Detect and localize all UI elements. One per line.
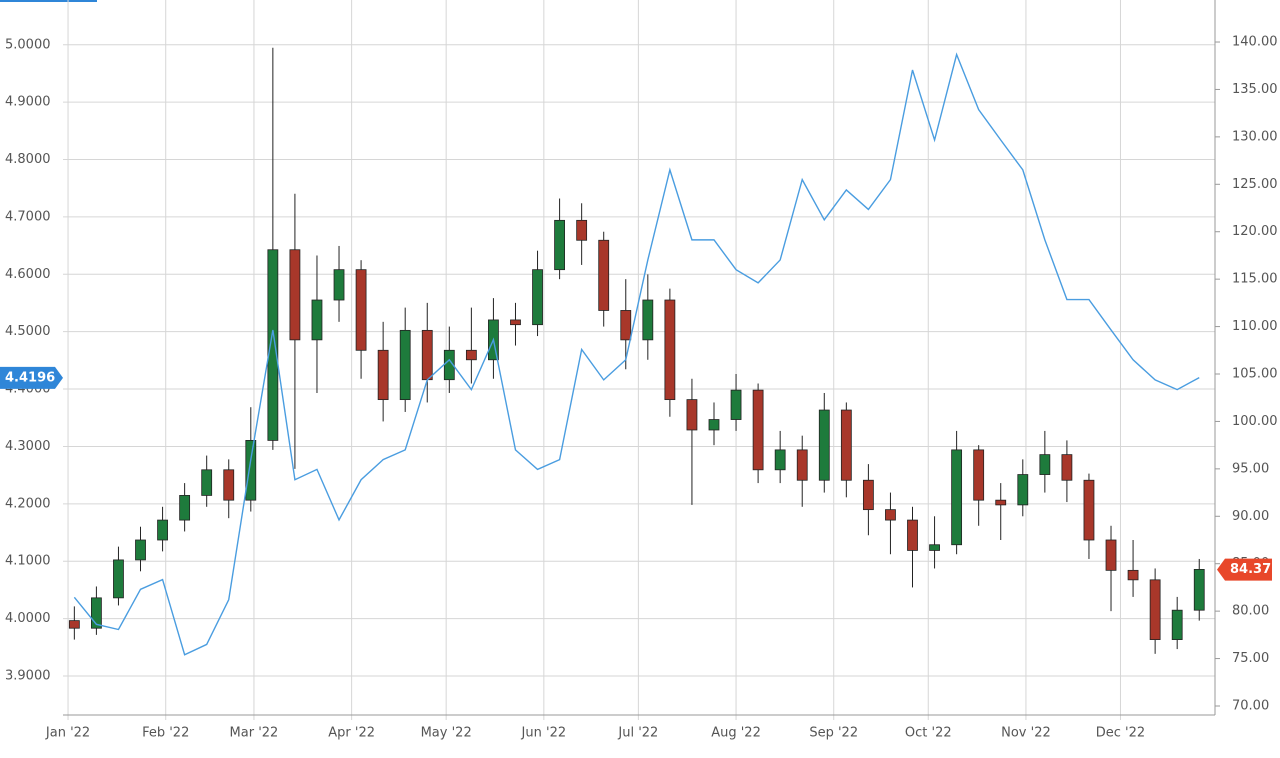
candle-body [465,349,477,361]
candle-body [576,219,588,241]
x-tick-label: Apr '22 [328,726,375,741]
candle-body [840,409,852,481]
candle-body [973,449,985,501]
candle-body [311,299,323,341]
candle-body [862,479,874,511]
candle-body [598,239,610,311]
x-tick-label: Sep '22 [809,726,858,741]
y-tick-label: 4.1000 [5,554,51,569]
top-accent [0,0,97,2]
x-tick-label: Feb '22 [142,726,189,741]
y2-tick-label: 100.00 [1232,414,1278,429]
candle-body [730,389,742,420]
candle-body [532,269,543,326]
labels: 3.90004.00004.10004.20004.30004.40004.50… [0,35,1278,741]
y-tick-label: 4.6000 [5,267,51,282]
y-tick-label: 4.0000 [5,611,51,626]
y2-tick-label: 110.00 [1232,319,1278,334]
y-tick-label: 4.3000 [5,439,51,454]
candle-body [774,449,786,471]
candle-body [1083,479,1095,541]
candle-body [421,329,433,381]
y2-tick-label: 70.00 [1232,698,1269,713]
candle-body [1193,569,1205,611]
candle-body [752,389,764,471]
candle-body [1039,454,1051,475]
y2-tick-label: 80.00 [1232,604,1269,619]
candle-body [951,449,963,546]
y2-tick-label: 130.00 [1232,129,1278,144]
candle-body [796,449,808,481]
y2-tick-label: 75.00 [1232,651,1269,666]
last-value-tag [0,366,63,389]
candle-body [1105,539,1117,571]
y2-tick-label: 105.00 [1232,367,1278,382]
candle-body [157,519,168,541]
last-value-tag [1217,558,1272,581]
candle-body [68,620,80,629]
candle-body [510,319,521,326]
y-tick-label: 4.2000 [5,496,51,511]
candle-body [135,539,146,561]
y2-tick-label: 140.00 [1232,35,1278,50]
candle-body [1017,474,1029,506]
last-value-label: 84.37 [1230,562,1271,577]
candle-body [554,219,565,271]
y2-tick-label: 95.00 [1232,461,1269,476]
x-tick-label: Nov '22 [1001,726,1051,741]
x-tick-label: Mar '22 [230,726,279,741]
candle-body [620,310,632,341]
candle-body [1149,579,1161,640]
y-tick-label: 3.9000 [5,668,51,683]
price-line [73,52,1200,656]
candle-body [907,519,918,551]
candle-body [91,597,102,629]
candle-body [929,544,940,551]
y-tick-label: 4.5000 [5,324,51,339]
y2-tick-label: 125.00 [1232,177,1278,192]
candle-body [708,419,720,431]
x-tick-label: Jun '22 [521,726,567,741]
x-tick-label: May '22 [421,726,472,741]
candle-body [1061,454,1073,481]
x-tick-label: Aug '22 [711,726,761,741]
candle-body [885,509,896,521]
candle-body [642,299,654,341]
candle-body [333,269,345,301]
candle-body [664,299,676,401]
candle-body [1127,569,1139,581]
y-tick-label: 5.0000 [5,37,51,52]
y2-tick-label: 90.00 [1232,509,1269,524]
x-tick-label: Jan '22 [45,726,90,741]
candle-body [245,440,257,501]
candle-body [289,249,301,341]
grid [63,0,1220,720]
candle-body [179,495,191,521]
candle-body [399,329,411,401]
candle-body [995,499,1007,506]
candle-body [223,469,235,501]
last-value-label: 4.4196 [5,370,55,385]
marks [68,47,1205,656]
x-tick-label: Oct '22 [905,726,952,741]
candle-body [113,559,124,599]
candle-body [1171,609,1183,640]
candle-body [377,349,389,401]
candle-body [686,399,698,431]
candle-body [355,269,367,351]
y-tick-label: 4.7000 [5,209,51,224]
y-tick-label: 4.9000 [5,95,51,110]
candle-body [818,409,830,481]
y-tick-label: 4.8000 [5,152,51,167]
x-tick-label: Jul '22 [617,726,658,741]
x-tick-label: Dec '22 [1096,726,1145,741]
y2-tick-label: 115.00 [1232,272,1278,287]
candle-body [267,249,279,441]
y2-tick-label: 135.00 [1232,82,1278,97]
y2-tick-label: 120.00 [1232,224,1278,239]
candle-body [201,469,213,496]
